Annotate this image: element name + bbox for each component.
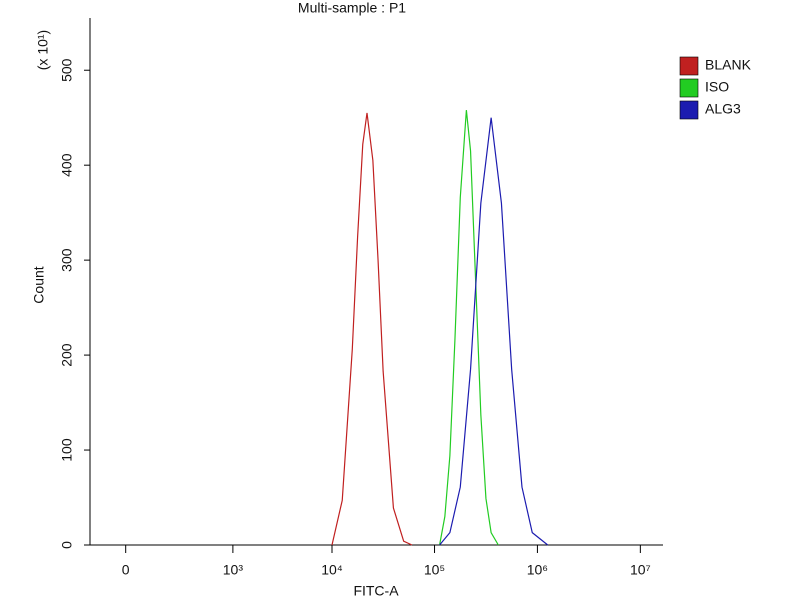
y-axis-label: Count [31, 266, 47, 303]
y-tick-label: 400 [59, 153, 75, 177]
histogram-curve [439, 110, 499, 546]
x-tick-label: 10³ [223, 562, 244, 578]
x-tick-label: 10⁶ [527, 562, 548, 578]
legend-swatch [679, 78, 699, 98]
histogram-curve [331, 112, 413, 546]
x-tick-label: 10⁴ [321, 562, 343, 578]
y-tick-label: 200 [59, 343, 75, 367]
x-tick-label: 10⁵ [424, 562, 445, 578]
y-tick-label: 300 [59, 248, 75, 272]
legend-label: ALG3 [705, 101, 741, 117]
y-tick-label: 0 [59, 541, 75, 549]
x-tick-label: 0 [122, 562, 130, 578]
chart-title: Multi-sample : P1 [298, 0, 406, 16]
histogram-curve [439, 117, 549, 546]
legend-label: ISO [705, 79, 729, 95]
x-axis-label: FITC-A [353, 583, 399, 599]
x-tick-label: 10⁷ [630, 562, 651, 578]
y-multiplier: (x 10¹) [35, 30, 51, 70]
legend-swatch [679, 100, 699, 120]
legend-label: BLANK [705, 57, 752, 73]
legend-swatch [679, 56, 699, 76]
y-tick-label: 100 [59, 438, 75, 462]
y-tick-label: 500 [59, 58, 75, 82]
